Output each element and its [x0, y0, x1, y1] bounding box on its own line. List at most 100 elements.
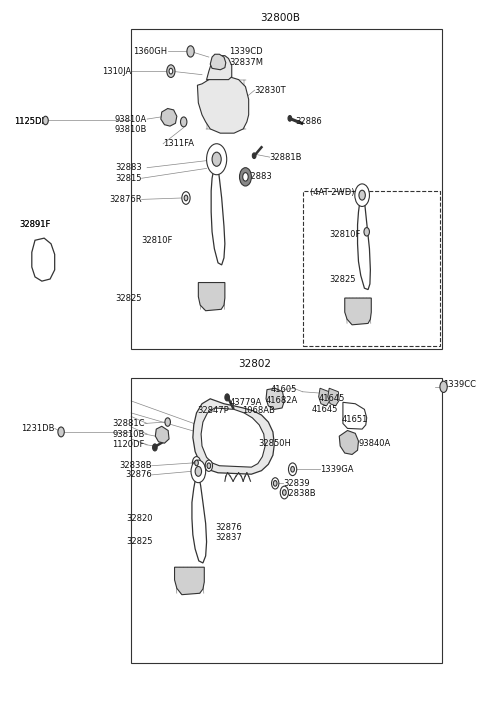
Text: 32883: 32883 — [245, 172, 272, 181]
Text: 1068AB: 1068AB — [242, 406, 275, 415]
Text: 1339CD: 1339CD — [229, 47, 263, 56]
Text: 1339CC: 1339CC — [444, 381, 477, 389]
Circle shape — [180, 117, 187, 127]
Circle shape — [288, 116, 292, 121]
Text: 1360GH: 1360GH — [133, 47, 168, 56]
Polygon shape — [193, 399, 274, 474]
Text: (4AT 2WD): (4AT 2WD) — [310, 188, 354, 197]
Circle shape — [195, 467, 202, 477]
Text: 32825: 32825 — [115, 294, 142, 304]
Polygon shape — [197, 77, 249, 133]
Text: 32891F: 32891F — [19, 220, 50, 229]
Text: 32825: 32825 — [329, 275, 356, 284]
Circle shape — [364, 227, 370, 236]
Text: 32838B: 32838B — [283, 489, 316, 498]
Text: 41605: 41605 — [270, 385, 297, 394]
Text: 32838B: 32838B — [119, 461, 152, 470]
Circle shape — [252, 153, 256, 159]
Text: 93810A: 93810A — [115, 114, 147, 124]
Text: 32820: 32820 — [126, 514, 153, 523]
Circle shape — [191, 460, 205, 483]
Bar — [303, 191, 440, 346]
Circle shape — [184, 195, 188, 201]
Text: 1311FA: 1311FA — [163, 139, 194, 148]
Text: 93810B: 93810B — [115, 125, 147, 134]
Circle shape — [243, 173, 248, 181]
Text: 32810F: 32810F — [141, 236, 172, 245]
Circle shape — [355, 184, 370, 206]
Circle shape — [212, 152, 221, 167]
Text: 32847P: 32847P — [197, 406, 229, 415]
Circle shape — [205, 460, 213, 472]
Polygon shape — [206, 56, 232, 80]
Circle shape — [359, 190, 365, 200]
Circle shape — [187, 46, 194, 57]
Circle shape — [206, 144, 227, 174]
Text: 32802: 32802 — [238, 359, 271, 369]
Polygon shape — [161, 109, 177, 126]
Polygon shape — [343, 402, 367, 429]
Circle shape — [195, 460, 198, 466]
Text: 41645: 41645 — [312, 405, 338, 414]
Text: 32881B: 32881B — [270, 152, 302, 162]
Text: 93810B: 93810B — [112, 429, 145, 438]
Polygon shape — [156, 426, 169, 443]
Text: 41651: 41651 — [342, 415, 368, 424]
Circle shape — [192, 457, 201, 469]
Circle shape — [240, 168, 252, 186]
Polygon shape — [266, 388, 284, 409]
Circle shape — [274, 481, 277, 486]
Polygon shape — [328, 388, 339, 406]
Circle shape — [58, 427, 64, 437]
Text: 1310JA: 1310JA — [102, 66, 131, 76]
Circle shape — [291, 467, 294, 472]
Polygon shape — [175, 567, 204, 594]
Text: 32876: 32876 — [125, 470, 152, 479]
Text: 1339GA: 1339GA — [320, 465, 354, 474]
Polygon shape — [345, 298, 372, 325]
Circle shape — [283, 490, 286, 496]
Text: 32881C: 32881C — [112, 419, 145, 428]
Polygon shape — [201, 408, 265, 467]
Text: 32839: 32839 — [283, 479, 310, 488]
Text: 1231DB: 1231DB — [21, 424, 55, 433]
Polygon shape — [358, 194, 371, 289]
Text: 32883: 32883 — [115, 163, 142, 172]
Bar — [131, 378, 442, 663]
Text: 32825: 32825 — [126, 537, 153, 546]
Polygon shape — [339, 431, 359, 455]
Text: 32886: 32886 — [296, 117, 323, 126]
Bar — [131, 29, 442, 349]
Text: 43779A: 43779A — [229, 397, 262, 407]
Text: 41645: 41645 — [319, 394, 345, 403]
Text: 1120DF: 1120DF — [112, 440, 145, 449]
Circle shape — [207, 463, 211, 469]
Polygon shape — [211, 160, 225, 265]
Circle shape — [182, 191, 190, 204]
Circle shape — [288, 463, 297, 476]
Circle shape — [165, 418, 170, 426]
Text: 32830T: 32830T — [254, 85, 286, 95]
Polygon shape — [319, 388, 330, 406]
Text: 32810F: 32810F — [329, 230, 360, 239]
Text: 32837: 32837 — [215, 533, 241, 542]
Text: 32876: 32876 — [215, 523, 241, 532]
Text: 32800B: 32800B — [260, 13, 300, 23]
Circle shape — [280, 486, 288, 499]
Polygon shape — [198, 282, 225, 311]
Text: 41682A: 41682A — [266, 396, 298, 405]
Circle shape — [153, 444, 157, 451]
Text: 1125DD: 1125DD — [14, 117, 48, 126]
Circle shape — [169, 68, 173, 74]
Polygon shape — [192, 472, 206, 563]
Circle shape — [43, 116, 48, 125]
Text: 32837M: 32837M — [229, 58, 264, 67]
Circle shape — [225, 394, 229, 401]
Text: 32850H: 32850H — [258, 438, 291, 448]
Polygon shape — [32, 238, 55, 281]
Polygon shape — [210, 54, 226, 70]
Circle shape — [272, 478, 279, 489]
Circle shape — [440, 381, 447, 393]
Text: 32876R: 32876R — [109, 195, 142, 204]
Text: 1125DD: 1125DD — [14, 117, 48, 126]
